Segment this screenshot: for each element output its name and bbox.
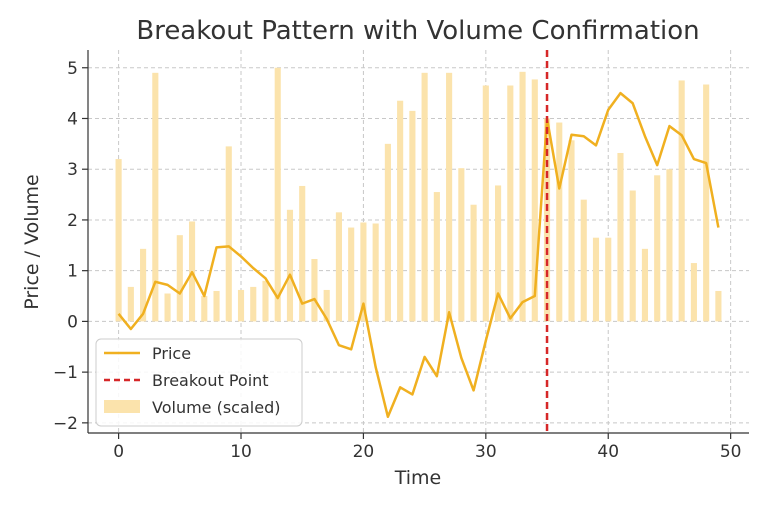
volume-bar	[115, 159, 122, 322]
volume-bar	[225, 146, 232, 322]
volume-bar	[164, 293, 171, 322]
volume-bar	[433, 192, 440, 322]
volume-bar	[678, 80, 685, 322]
legend-volume-label: Volume (scaled)	[152, 398, 280, 417]
x-tick-label: 10	[230, 442, 252, 462]
x-tick-label: 30	[475, 442, 497, 462]
y-tick-label: 5	[67, 59, 78, 79]
volume-bar	[641, 248, 649, 322]
legend-breakout-label: Breakout Point	[152, 371, 269, 390]
volume-bar	[666, 169, 673, 322]
y-tick-label: 3	[67, 160, 78, 180]
volume-bar	[605, 237, 612, 322]
volume-bar	[617, 152, 624, 322]
volume-bar	[360, 222, 367, 322]
volume-bar	[323, 289, 330, 322]
volume-bar	[397, 100, 404, 322]
volume-bar	[458, 168, 465, 322]
volume-bar	[311, 259, 318, 322]
volume-bar	[715, 290, 722, 322]
volume-bar	[384, 143, 391, 322]
volume-bar	[654, 175, 661, 322]
volume-bar	[556, 122, 563, 322]
volume-bar	[703, 84, 710, 322]
volume-bar	[629, 190, 636, 322]
volume-bar	[580, 199, 587, 322]
y-ticks: −2 −1 0 1 2 3 4 5	[53, 59, 88, 434]
volume-bar	[274, 67, 281, 322]
volume-bar	[213, 290, 220, 322]
y-tick-label: 0	[67, 312, 78, 332]
volume-bar	[531, 79, 538, 322]
y-tick-label: −2	[53, 414, 78, 434]
volume-bar	[348, 227, 355, 322]
volume-bar	[592, 237, 600, 322]
x-tick-label: 50	[720, 442, 742, 462]
volume-bar	[495, 185, 502, 322]
volume-bar	[286, 209, 294, 322]
price-line	[117, 91, 720, 419]
volume-bar	[690, 263, 697, 322]
volume-bars	[115, 67, 722, 322]
volume-bar	[372, 223, 379, 322]
y-tick-label: 2	[67, 211, 78, 231]
volume-bar	[176, 235, 183, 322]
legend-volume-swatch	[104, 400, 140, 413]
y-tick-label: −1	[53, 363, 78, 383]
x-tick-label: 0	[113, 442, 124, 462]
volume-bar	[299, 185, 306, 322]
volume-bar	[507, 85, 514, 322]
volume-bar	[470, 204, 477, 322]
legend-price-label: Price	[152, 344, 191, 363]
price-series	[117, 91, 720, 419]
x-axis-label: Time	[394, 467, 442, 489]
x-tick-label: 20	[353, 442, 375, 462]
axes	[87, 50, 749, 434]
volume-bar	[237, 289, 245, 322]
legend-box	[95, 338, 303, 427]
volume-bar	[482, 85, 489, 322]
volume-bar	[140, 248, 147, 322]
volume-bar	[421, 72, 428, 322]
volume-bar	[262, 280, 269, 322]
volume-bar	[409, 110, 416, 322]
volume-bar	[335, 212, 342, 322]
volume-bar	[519, 71, 526, 322]
y-axis-label: Price / Volume	[21, 174, 43, 310]
volume-bar	[201, 296, 208, 322]
volume-bar	[250, 286, 257, 322]
volume-bar	[152, 72, 159, 322]
volume-bar	[127, 286, 134, 322]
y-tick-label: 1	[67, 262, 78, 282]
y-tick-label: 4	[67, 109, 78, 129]
x-tick-label: 40	[597, 442, 619, 462]
volume-bar	[446, 72, 453, 322]
legend: Price Breakout Point Volume (scaled)	[95, 338, 303, 427]
x-ticks: 0 10 20 30 40 50	[113, 433, 741, 462]
chart-title: Breakout Pattern with Volume Confirmatio…	[136, 16, 699, 46]
volume-bar	[568, 140, 575, 322]
